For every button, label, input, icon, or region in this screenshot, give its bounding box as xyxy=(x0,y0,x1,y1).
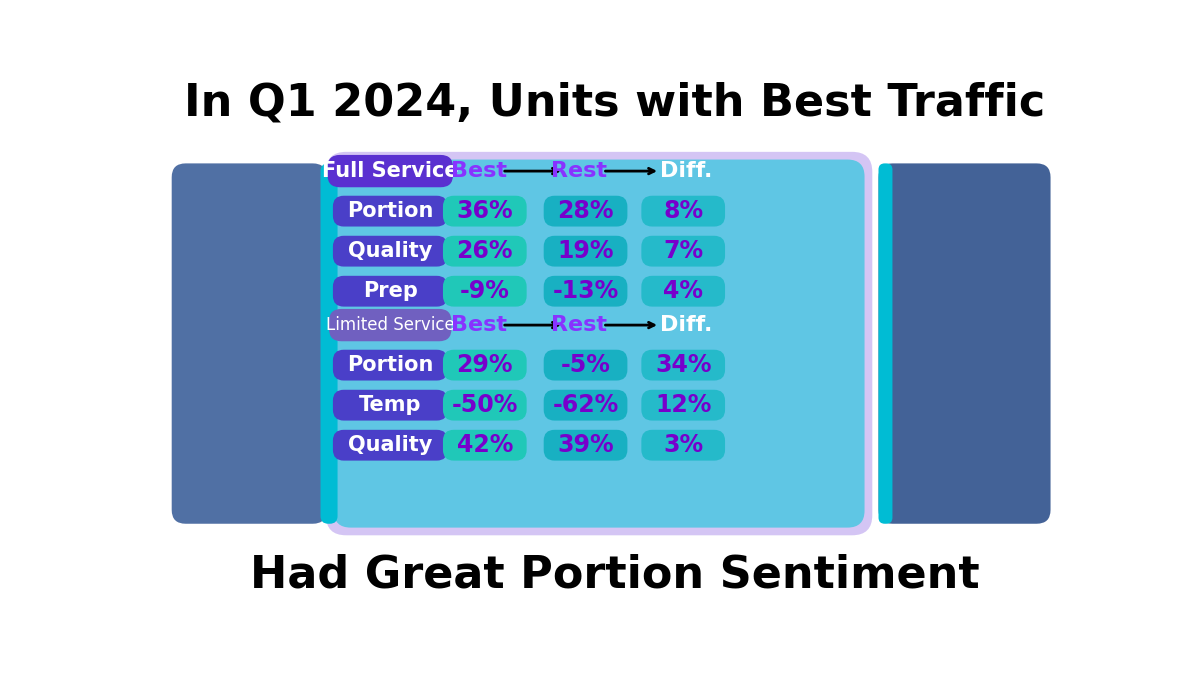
FancyBboxPatch shape xyxy=(443,196,527,227)
FancyBboxPatch shape xyxy=(544,236,628,267)
FancyBboxPatch shape xyxy=(878,163,893,524)
Text: Best: Best xyxy=(451,315,506,335)
FancyBboxPatch shape xyxy=(641,350,725,381)
Text: Diff.: Diff. xyxy=(660,315,713,335)
Text: 8%: 8% xyxy=(664,199,703,223)
FancyBboxPatch shape xyxy=(334,159,864,528)
Text: Temp: Temp xyxy=(359,395,421,415)
FancyBboxPatch shape xyxy=(443,389,527,421)
FancyBboxPatch shape xyxy=(332,196,448,227)
Text: Prep: Prep xyxy=(362,281,418,301)
FancyBboxPatch shape xyxy=(320,163,337,524)
FancyBboxPatch shape xyxy=(332,236,448,267)
Text: Had Great Portion Sentiment: Had Great Portion Sentiment xyxy=(250,553,980,596)
FancyBboxPatch shape xyxy=(332,389,448,421)
Text: -5%: -5% xyxy=(560,353,611,377)
Text: 4%: 4% xyxy=(664,279,703,303)
FancyBboxPatch shape xyxy=(878,163,1050,524)
Text: 19%: 19% xyxy=(557,239,613,263)
Text: Rest: Rest xyxy=(551,315,607,335)
Text: -13%: -13% xyxy=(552,279,619,303)
Text: 29%: 29% xyxy=(456,353,514,377)
Text: -50%: -50% xyxy=(451,393,518,417)
FancyBboxPatch shape xyxy=(544,276,628,306)
FancyBboxPatch shape xyxy=(641,430,725,460)
Text: Best: Best xyxy=(451,161,506,181)
Text: Full Service: Full Service xyxy=(322,161,458,181)
FancyBboxPatch shape xyxy=(443,350,527,381)
Text: 39%: 39% xyxy=(557,433,614,457)
Text: 12%: 12% xyxy=(655,393,712,417)
FancyBboxPatch shape xyxy=(641,389,725,421)
Text: Limited Service: Limited Service xyxy=(326,316,455,334)
FancyBboxPatch shape xyxy=(329,309,451,342)
Text: Portion: Portion xyxy=(347,201,433,221)
FancyBboxPatch shape xyxy=(544,350,628,381)
FancyBboxPatch shape xyxy=(332,350,448,381)
FancyBboxPatch shape xyxy=(172,163,326,524)
Text: 34%: 34% xyxy=(655,353,712,377)
FancyBboxPatch shape xyxy=(326,152,872,535)
FancyBboxPatch shape xyxy=(332,430,448,460)
FancyBboxPatch shape xyxy=(328,155,454,187)
Text: Quality: Quality xyxy=(348,435,432,455)
FancyBboxPatch shape xyxy=(443,430,527,460)
Text: -9%: -9% xyxy=(460,279,510,303)
FancyBboxPatch shape xyxy=(641,276,725,306)
FancyBboxPatch shape xyxy=(443,276,527,306)
FancyBboxPatch shape xyxy=(443,236,527,267)
Text: In Q1 2024, Units with Best Traffic: In Q1 2024, Units with Best Traffic xyxy=(185,81,1045,124)
Text: Diff.: Diff. xyxy=(660,161,713,181)
Text: -62%: -62% xyxy=(552,393,619,417)
Text: Portion: Portion xyxy=(347,355,433,375)
FancyBboxPatch shape xyxy=(641,196,725,227)
Text: Rest: Rest xyxy=(551,161,607,181)
Text: 28%: 28% xyxy=(557,199,613,223)
FancyBboxPatch shape xyxy=(332,276,448,306)
Text: 42%: 42% xyxy=(457,433,512,457)
Text: 26%: 26% xyxy=(456,239,514,263)
FancyBboxPatch shape xyxy=(641,236,725,267)
FancyBboxPatch shape xyxy=(544,430,628,460)
Text: Quality: Quality xyxy=(348,241,432,261)
Text: 3%: 3% xyxy=(664,433,703,457)
FancyBboxPatch shape xyxy=(544,389,628,421)
Text: 7%: 7% xyxy=(664,239,703,263)
Text: 36%: 36% xyxy=(456,199,514,223)
FancyBboxPatch shape xyxy=(544,196,628,227)
